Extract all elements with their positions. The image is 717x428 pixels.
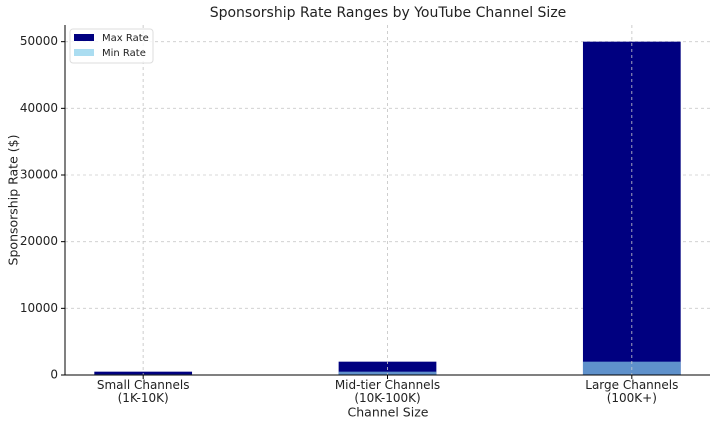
y-tick-label: 10000 <box>20 301 58 315</box>
x-axis-label: Channel Size <box>348 405 429 420</box>
y-tick-label: 20000 <box>20 234 58 248</box>
legend-label: Max Rate <box>102 33 149 44</box>
x-tick-label: Large Channels (100K+) <box>585 378 679 405</box>
legend-swatch <box>74 49 94 56</box>
legend-swatch <box>74 34 94 41</box>
chart-title: Sponsorship Rate Ranges by YouTube Chann… <box>210 5 567 21</box>
y-tick-label: 0 <box>50 368 58 382</box>
y-tick-label: 40000 <box>20 101 58 115</box>
x-tick-label: Small Channels (1K-10K) <box>96 378 190 405</box>
legend-label: Min Rate <box>102 48 146 59</box>
y-axis-label: Sponsorship Rate ($) <box>6 135 21 266</box>
y-tick-label: 30000 <box>20 168 58 182</box>
x-tick-label: Mid-tier Channels (10K-100K) <box>334 378 441 405</box>
y-tick-label: 50000 <box>20 34 58 48</box>
